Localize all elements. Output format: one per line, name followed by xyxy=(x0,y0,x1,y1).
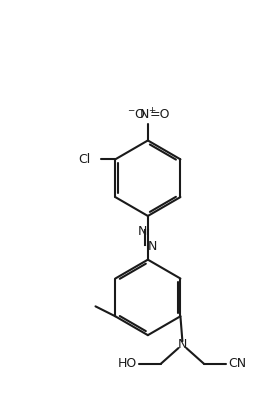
Text: Cl: Cl xyxy=(78,153,91,166)
Text: $^{-}$O: $^{-}$O xyxy=(127,108,146,121)
Text: N$^{+}$: N$^{+}$ xyxy=(139,107,157,122)
Text: N: N xyxy=(178,338,187,351)
Text: HO: HO xyxy=(118,357,137,370)
Text: N: N xyxy=(148,240,158,253)
Text: N: N xyxy=(138,225,148,238)
Text: CN: CN xyxy=(228,357,246,370)
Text: =O: =O xyxy=(150,108,170,121)
